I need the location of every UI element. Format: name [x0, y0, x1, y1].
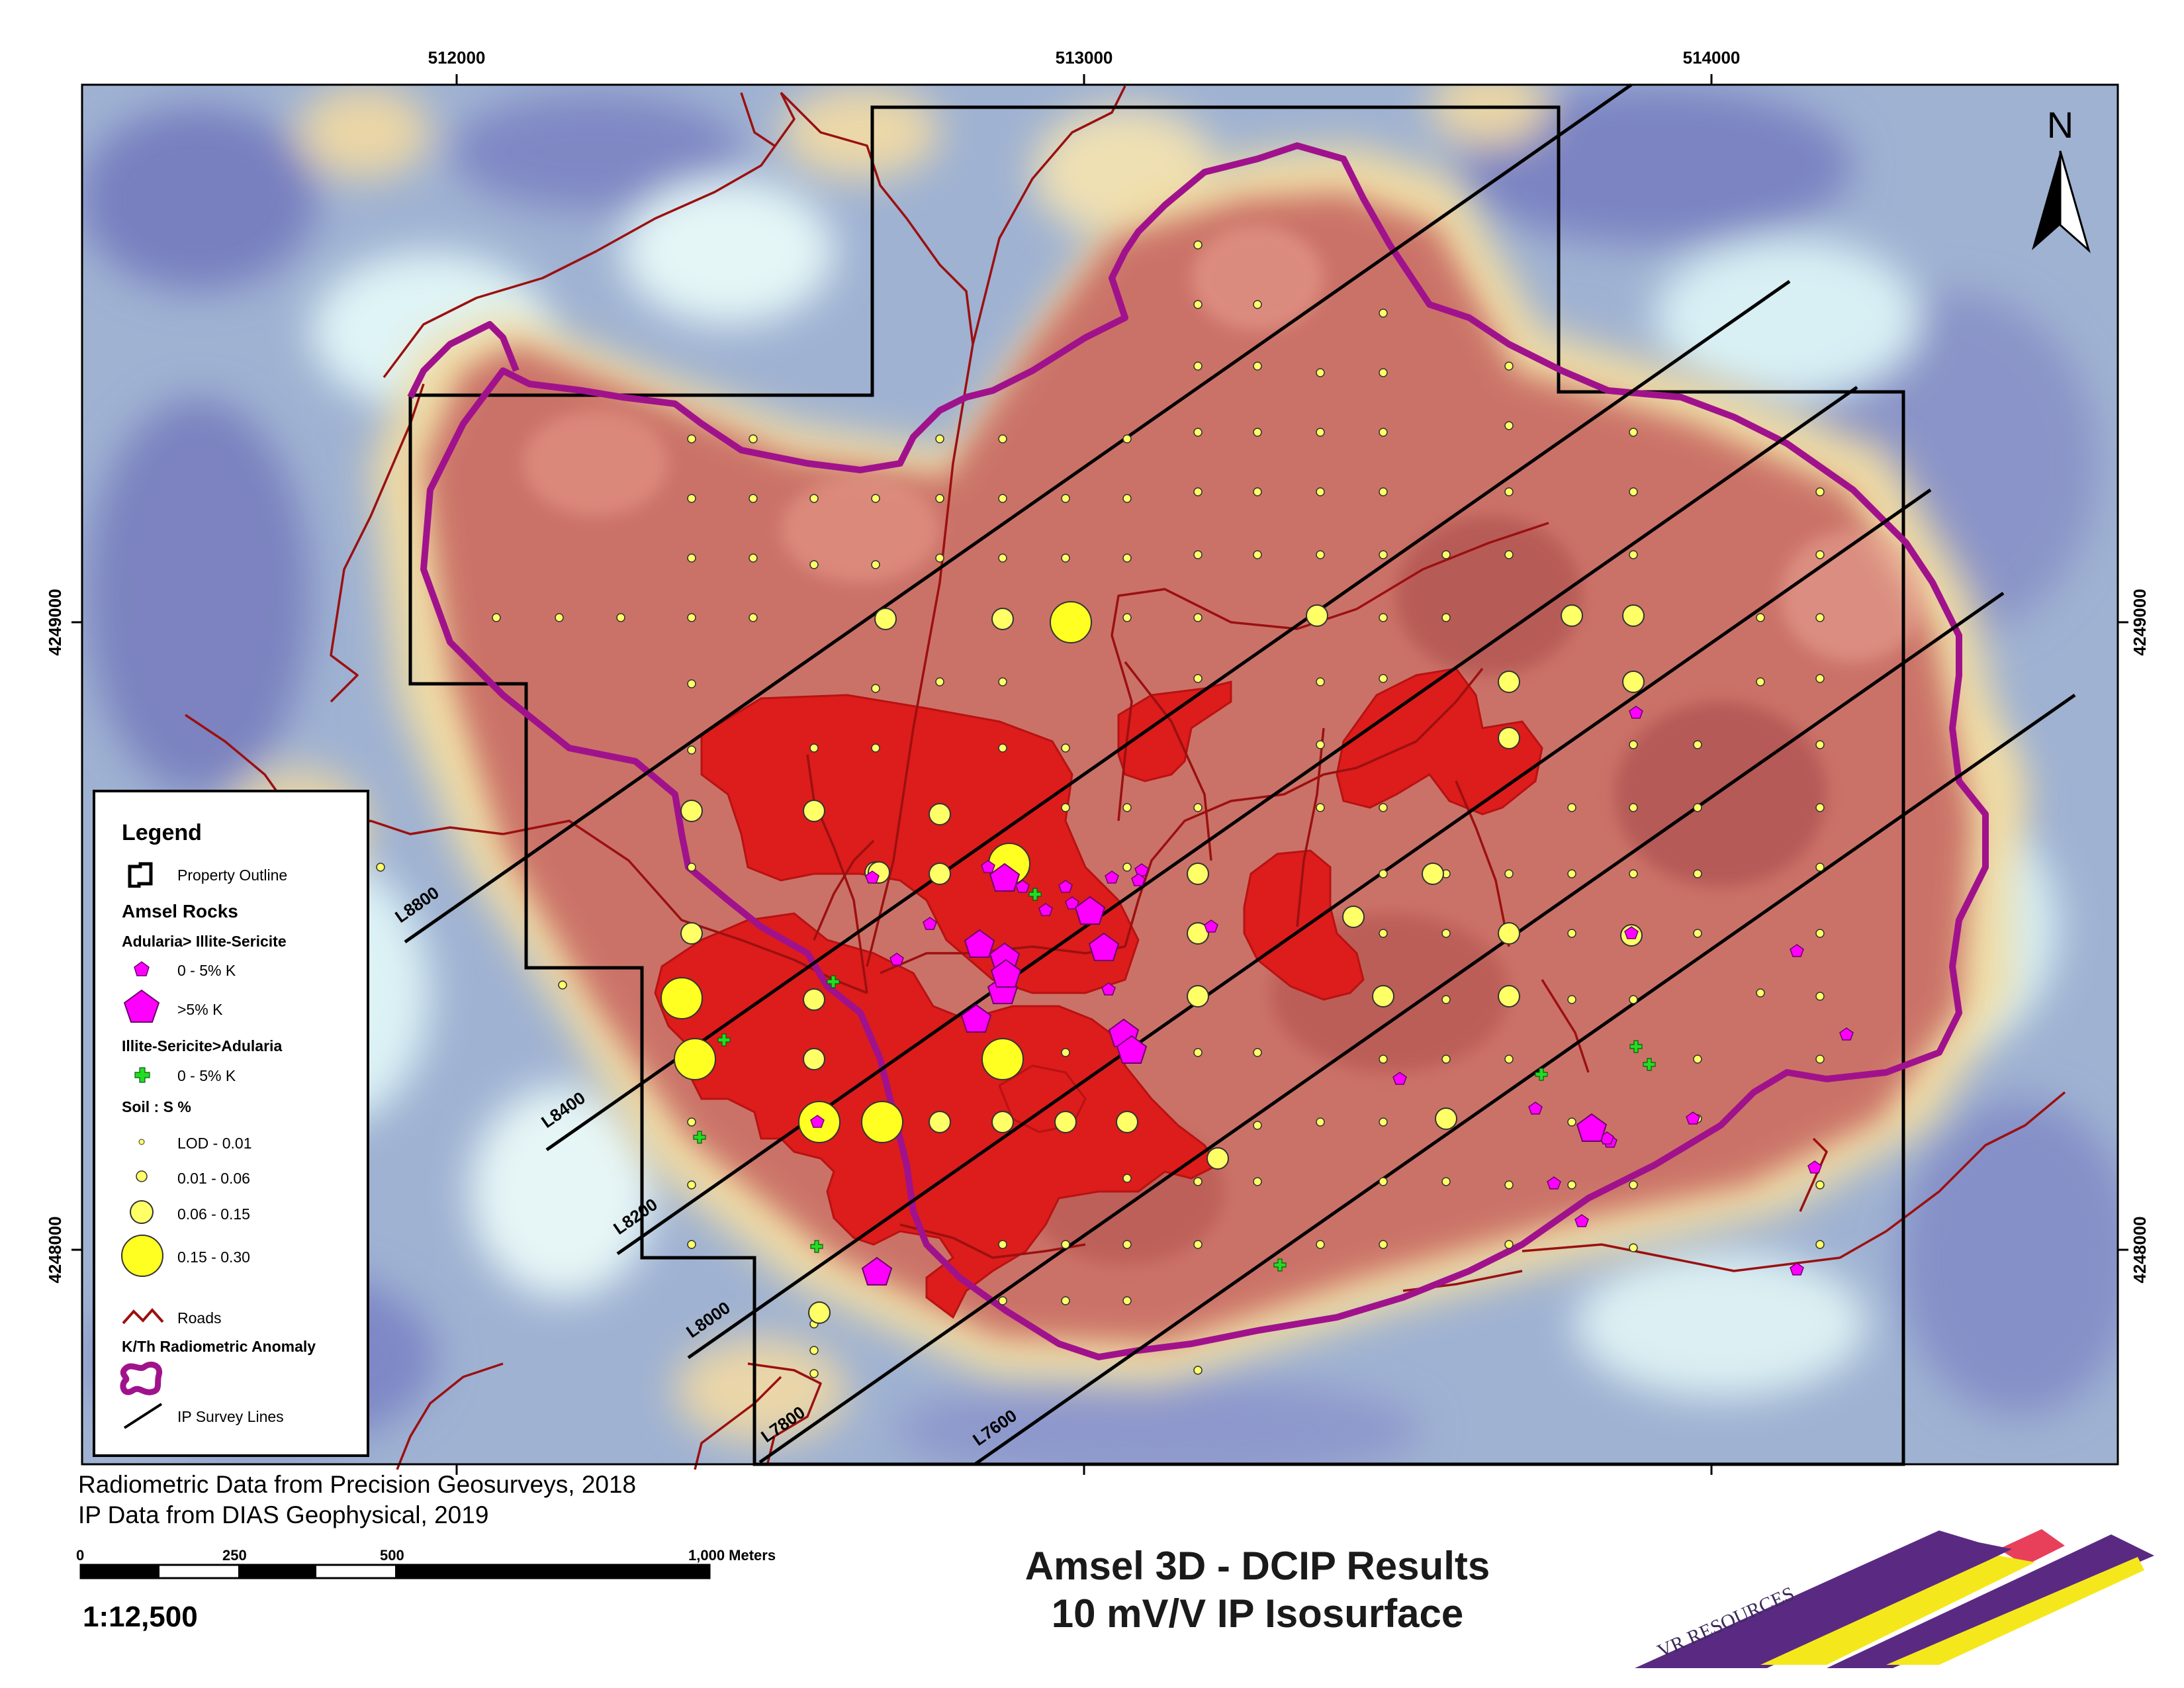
grid-ticks [71, 74, 2128, 1475]
legend-soil-class: 0.15 - 0.30 [177, 1248, 250, 1266]
grid-x-label: 514000 [1683, 48, 1741, 68]
ip-line-icon [123, 1403, 163, 1429]
legend-title: Legend [122, 820, 202, 845]
grid-y-label: 4249000 [2130, 588, 2150, 655]
legend-soil-class: 0.01 - 0.06 [177, 1170, 250, 1187]
grid-y-label: 4249000 [45, 588, 65, 655]
legend-adularia-group: Adularia> Illite-Sericite [122, 933, 287, 950]
soil-samples-medium [680, 604, 1645, 1324]
title-line-1: Amsel 3D - DCIP Results [1024, 1544, 1490, 1588]
adularia-small-icon [134, 961, 150, 976]
legend-anomaly: K/Th Radiometric Anomaly [122, 1338, 316, 1355]
property-outline-icon [128, 862, 153, 888]
north-label: N [2047, 104, 2073, 146]
property-outline [408, 105, 1905, 1466]
scale-label: 500 [380, 1547, 404, 1564]
soil-high-icon [121, 1235, 163, 1277]
legend-ip-lines: IP Survey Lines [177, 1408, 284, 1425]
legend-soil-group: Soil : S % [122, 1098, 191, 1115]
grid-x-label: 512000 [428, 48, 486, 68]
legend-soil-class: LOD - 0.01 [177, 1135, 252, 1152]
illite-small-icon [134, 1067, 150, 1083]
anomaly-icon [120, 1362, 163, 1395]
credit-radiometric: Radiometric Data from Precision Geosurve… [78, 1471, 637, 1498]
legend-soil-class: 0.06 - 0.15 [177, 1205, 250, 1223]
north-arrow-icon: N [2032, 104, 2091, 254]
soil-medium-icon [130, 1200, 154, 1224]
scale-ratio: 1:12,500 [83, 1601, 198, 1633]
adularia-large-icon [123, 989, 160, 1023]
scale-label: 0 [76, 1547, 85, 1564]
legend-illite-group: Illite-Sericite>Adularia [122, 1037, 283, 1055]
grid-y-label: 4248000 [45, 1216, 65, 1283]
legend: Legend Property Outline Amsel Rocks Adul… [93, 790, 369, 1457]
kth-anomaly-outline [420, 142, 1989, 1360]
soil-low-icon [136, 1170, 148, 1182]
scale-label: 250 [222, 1547, 247, 1564]
adularia-samples-small [810, 706, 1854, 1276]
grid-y-label: 4248000 [2130, 1216, 2150, 1283]
scale-label: 1,000 Meters [688, 1547, 776, 1564]
roads-icon [122, 1307, 164, 1325]
legend-amsel-rocks: Amsel Rocks [122, 901, 238, 921]
soil-samples-large [660, 601, 1092, 1143]
map-frame [81, 83, 2119, 1466]
legend-illite-small: 0 - 5% K [177, 1067, 236, 1084]
legend-adularia-large: >5% K [177, 1001, 223, 1018]
illite-samples [693, 888, 1656, 1272]
adularia-samples-large [861, 863, 1608, 1286]
vr-resources-logo: VR RESOURCES [1635, 1529, 2154, 1668]
grid-labels: 512000 513000 514000 4249000 4248000 424… [45, 48, 2150, 1284]
grid-x-label: 513000 [1056, 48, 1113, 68]
soil-lod-icon [138, 1139, 145, 1145]
title-line-2: 10 mV/V IP Isosurface [1051, 1591, 1464, 1636]
legend-adularia-small: 0 - 5% K [177, 962, 236, 979]
map-title: Amsel 3D - DCIP Results 10 mV/V IP Isosu… [900, 1542, 1615, 1638]
legend-property-outline: Property Outline [177, 867, 288, 884]
ip-survey-lines [404, 83, 2076, 1466]
kth-anomaly-lobe [407, 321, 520, 399]
scale-bar [79, 1564, 711, 1579]
legend-roads: Roads [177, 1309, 222, 1327]
soil-samples [376, 240, 1825, 1378]
credit-ip: IP Data from DIAS Geophysical, 2019 [78, 1501, 489, 1528]
